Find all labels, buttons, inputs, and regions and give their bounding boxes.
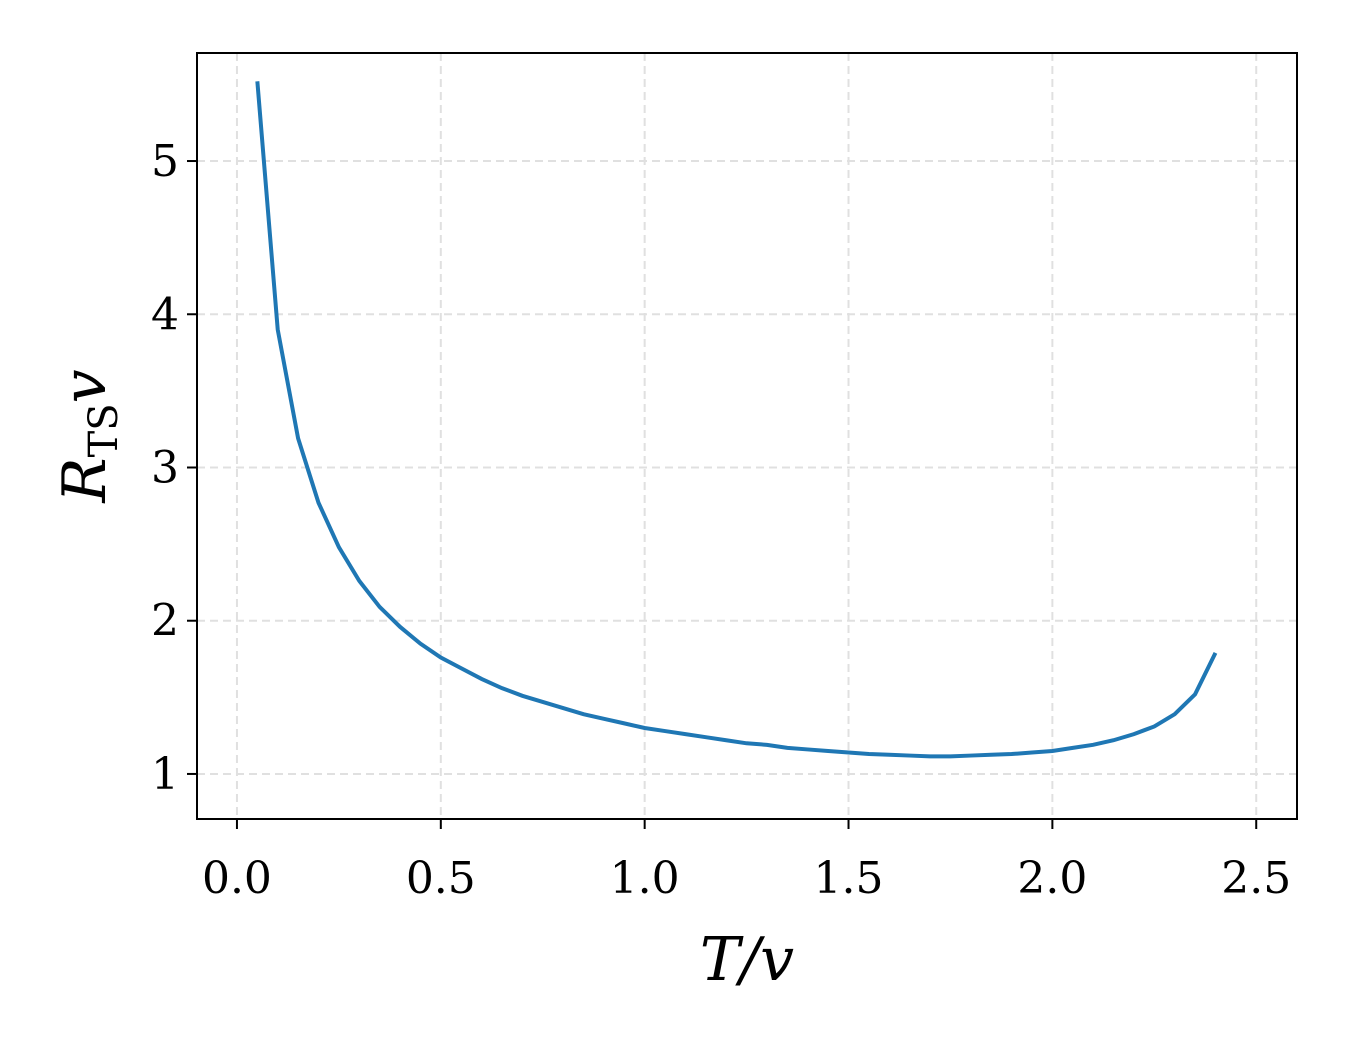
x-axis-label: T/v [700,925,794,995]
y-label-main: R [50,457,120,503]
y-axis-label: RTSv [50,369,127,503]
x-tick-label: 1.5 [814,853,884,904]
y-tick-label: 3 [151,442,179,493]
x-tick-label: 2.5 [1221,853,1291,904]
plot-frame [196,52,1298,820]
y-tick-label: 5 [151,136,179,187]
y-tick-label: 4 [151,289,179,340]
x-tick-label: 0.0 [202,853,272,904]
y-label-sub: TS [81,403,127,457]
y-tick-label: 1 [151,749,179,800]
x-tick-label: 1.0 [610,853,680,904]
x-tick-label: 2.0 [1017,853,1087,904]
x-tick-label: 0.5 [406,853,476,904]
y-tick-label: 2 [151,596,179,647]
y-label-tail: v [50,369,120,403]
data-line [255,81,1218,759]
